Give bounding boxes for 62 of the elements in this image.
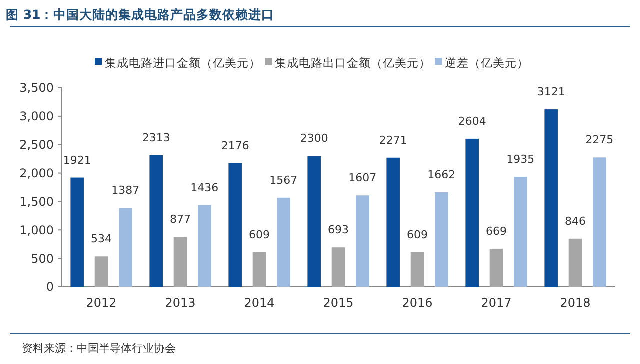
x-tick-label: 2014 — [244, 296, 275, 310]
x-tick-label: 2013 — [165, 296, 196, 310]
y-tick-label: 500 — [31, 252, 54, 266]
bar — [94, 256, 108, 287]
legend-label: 集成电路出口金额（亿美元） — [275, 56, 431, 70]
y-tick-label: 2,500 — [20, 138, 54, 152]
data-label: 609 — [407, 228, 428, 242]
bar — [544, 110, 558, 287]
bar — [568, 238, 582, 287]
data-label: 1662 — [428, 168, 456, 182]
data-label: 877 — [170, 213, 191, 226]
data-label: 609 — [249, 228, 270, 242]
y-tick-label: 3,000 — [20, 110, 54, 124]
bar — [150, 155, 163, 287]
y-tick-label: 2,000 — [20, 166, 54, 180]
data-label: 1921 — [63, 154, 92, 167]
data-label: 534 — [91, 232, 112, 246]
data-label: 2271 — [379, 134, 408, 147]
bar — [332, 248, 346, 287]
bar — [435, 192, 448, 287]
x-tick-label: 2015 — [323, 296, 354, 310]
data-label: 846 — [565, 214, 586, 228]
bar — [466, 138, 479, 287]
bar — [308, 156, 321, 287]
bar — [119, 208, 132, 287]
data-label: 1436 — [190, 181, 219, 194]
bar — [490, 248, 504, 287]
bar — [410, 252, 424, 287]
bar — [198, 205, 212, 287]
y-tick-label: 3,500 — [20, 81, 54, 96]
x-tick-label: 2016 — [402, 296, 433, 310]
text: 资料来源：中国半导体行业协会 — [22, 342, 176, 355]
data-label: 669 — [486, 224, 507, 238]
chart-title: 图 31：中国大陆的集成电路产品多数依赖进口 — [6, 7, 275, 22]
data-label: 2176 — [221, 139, 250, 152]
bar — [70, 178, 84, 287]
bar — [514, 176, 528, 287]
data-label: 2275 — [586, 134, 614, 147]
data-label: 1935 — [506, 152, 535, 166]
legend-label: 逆差（亿美元） — [445, 56, 529, 70]
data-label: 1607 — [348, 172, 377, 185]
bar — [386, 158, 400, 287]
data-label: 1567 — [270, 174, 298, 187]
bar — [277, 198, 290, 287]
data-label: 3121 — [537, 86, 566, 99]
bar — [356, 196, 370, 287]
data-label: 693 — [328, 224, 349, 237]
y-tick-label: 1,500 — [20, 194, 54, 209]
x-tick-label: 2012 — [86, 296, 117, 310]
x-tick-label: 2017 — [481, 296, 512, 310]
y-tick-label: 1,000 — [20, 223, 54, 238]
bar — [174, 237, 188, 287]
bar — [228, 163, 242, 287]
data-label: 1387 — [112, 184, 140, 198]
y-tick-label: 0 — [46, 280, 54, 294]
bar — [252, 252, 266, 287]
data-label: 2300 — [300, 132, 328, 146]
x-tick-label: 2018 — [560, 296, 591, 310]
bar — [593, 158, 606, 287]
data-label: 2313 — [142, 131, 170, 144]
legend-label: 集成电路进口金额（亿美元） — [105, 56, 261, 70]
data-label: 2604 — [458, 114, 486, 128]
